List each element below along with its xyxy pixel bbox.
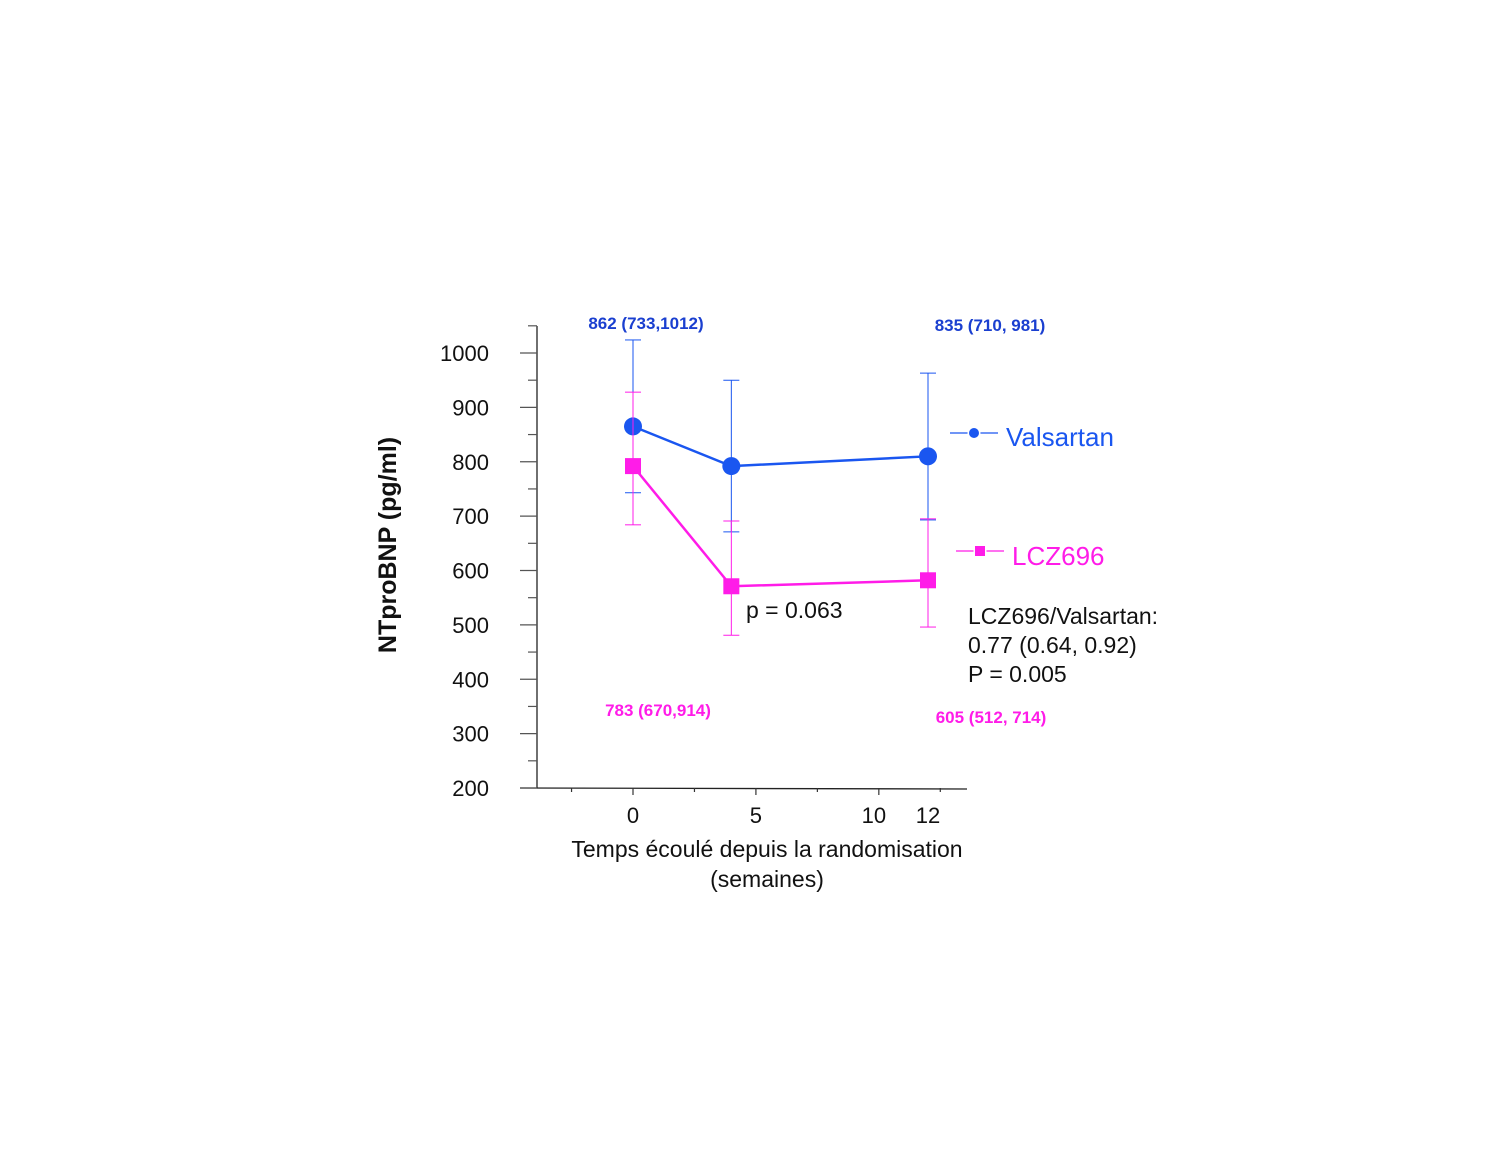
data-point (919, 447, 937, 466)
series-marks (624, 339, 937, 636)
x-tick-label: 10 (862, 803, 886, 828)
annotation-valsartan-week12: 835 (710, 981) (935, 316, 1046, 335)
data-point (722, 457, 741, 476)
legend-valsartan-label: Valsartan (1006, 422, 1114, 452)
series-lcz696 (625, 391, 936, 636)
annotation-ratio-line1: LCZ696/Valsartan: (968, 603, 1158, 629)
y-tick-label: 500 (452, 613, 489, 638)
legend-lcz696-label: LCZ696 (1012, 541, 1105, 571)
x-axis-line (519, 787, 968, 790)
legend-valsartan-marker-dot (969, 428, 979, 438)
series-valsartan (624, 339, 937, 533)
legend: Valsartan LCZ696 (950, 422, 1114, 571)
x-tick-label: 12 (916, 803, 940, 828)
y-tick-label: 600 (452, 559, 489, 584)
y-tick-label: 200 (452, 776, 489, 801)
x-tick-label: 0 (627, 803, 639, 828)
data-point (723, 578, 740, 595)
annotation-ratio-line2: 0.77 (0.64, 0.92) (968, 632, 1137, 658)
annotation-lcz696-week0: 783 (670,914) (605, 701, 711, 720)
annotation-valsartan-week0: 862 (733,1012) (588, 314, 703, 333)
data-point (625, 458, 641, 475)
y-tick-label: 300 (452, 722, 489, 747)
y-tick-label: 1000 (440, 341, 489, 366)
series-line (632, 425, 929, 468)
data-point (920, 572, 936, 589)
legend-lcz696-marker-fill (975, 546, 985, 556)
x-axis-label: Temps écoulé depuis la randomisation (571, 836, 962, 862)
y-tick-label: 700 (452, 504, 489, 529)
y-tick-label: 900 (452, 395, 489, 420)
axes: 200 300 400 500 600 700 800 900 1000 0 5 10 12 (440, 325, 968, 828)
series-line (632, 465, 929, 588)
annotation-lcz696-week12: 605 (512, 714) (936, 708, 1047, 727)
y-tick-label: 400 (452, 667, 489, 692)
y-axis-label: NTproBNP (pg/ml) (374, 437, 402, 653)
annotation-p-week4: p = 0.063 (746, 597, 843, 623)
annotation-ratio-line3: P = 0.005 (968, 661, 1067, 687)
x-tick-label: 5 (750, 803, 762, 828)
y-tick-label: 800 (452, 450, 489, 475)
x-axis-label-units: (semaines) (710, 866, 824, 892)
